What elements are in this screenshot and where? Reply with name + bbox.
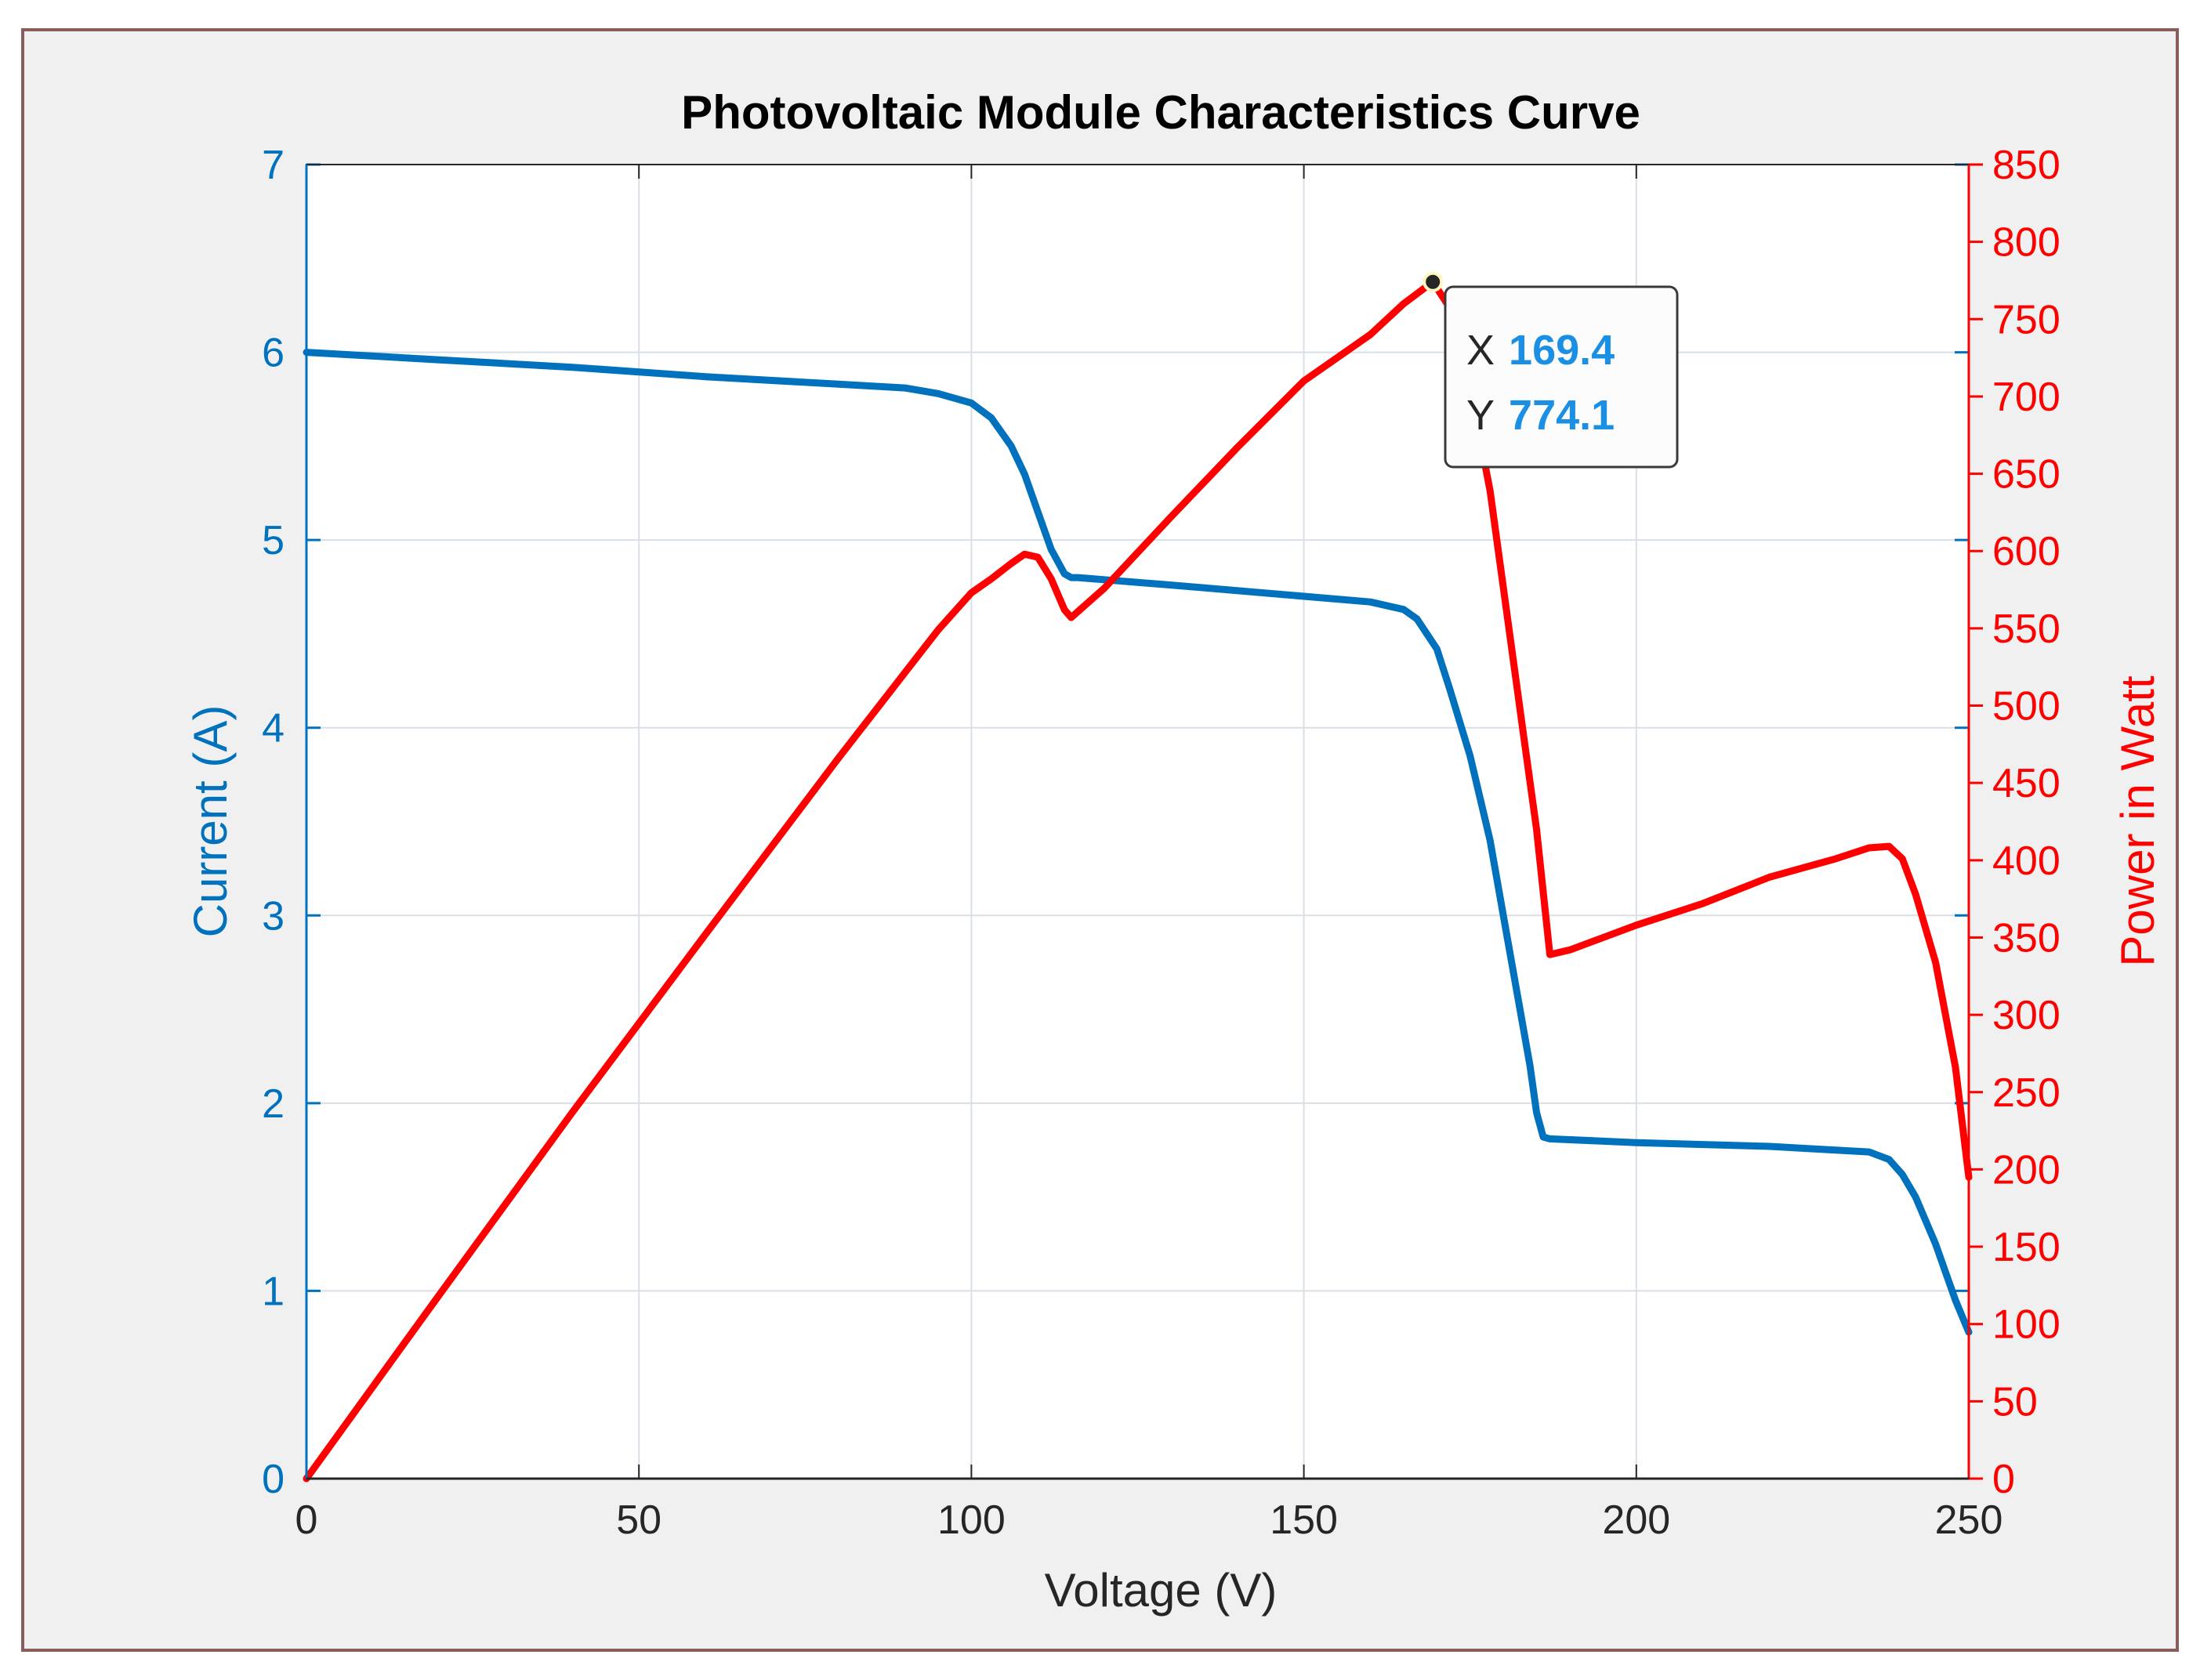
right-y-tick-label: 850 [1992, 143, 2060, 188]
left-y-tick-label: 2 [262, 1081, 285, 1127]
right-y-tick-label: 800 [1992, 220, 2060, 266]
right-y-tick-label: 150 [1992, 1225, 2060, 1270]
right-y-tick-label: 550 [1992, 606, 2060, 652]
series-line-power [303, 278, 1973, 1483]
datatip-marker[interactable] [1423, 271, 1444, 292]
left-y-axis-title: Current (A) [184, 705, 237, 938]
series-line-current [303, 349, 1973, 1336]
right-y-tick-label: 250 [1992, 1070, 2060, 1116]
x-tick-label: 50 [616, 1497, 661, 1543]
datatip-x-label: X [1466, 327, 1495, 374]
right-y-tick-label: 750 [1992, 297, 2060, 342]
chart: 0 50 100 150 200 2500123456705010015020025030… [184, 86, 2164, 1617]
left-y-tick-label: 4 [262, 706, 285, 751]
right-y-tick-label: 200 [1992, 1147, 2060, 1193]
left-y-tick-label: 6 [262, 331, 285, 376]
left-y-tick-label: 5 [262, 518, 285, 563]
plot-lines [303, 278, 1973, 1483]
right-y-tick-label: 350 [1992, 915, 2060, 961]
right-y-tick-label: 400 [1992, 838, 2060, 884]
datatip-y-value: 774.1 [1509, 392, 1615, 439]
datatip-x-row: X 169.4 [1466, 327, 1615, 374]
x-axis-title: Voltage (V) [1045, 1564, 1278, 1617]
datatip-box [1444, 285, 1679, 469]
x-tick-label: 100 [937, 1497, 1006, 1543]
figure-window: 0 50 100 150 200 250 0 1 2 3 4 5 6 7 0 50 100 150 200 250 30… [21, 28, 2179, 1652]
right-y-axis-title: Power in Watt [2111, 675, 2164, 967]
right-y-tick-label: 450 [1992, 761, 2060, 806]
right-y-tick-label: 700 [1992, 375, 2060, 420]
right-y-tick-label: 500 [1992, 684, 2060, 730]
right-y-tick-label: 100 [1992, 1302, 2060, 1348]
right-y-tick-label: 300 [1992, 993, 2060, 1038]
right-y-tick-label: 0 [1992, 1457, 2015, 1502]
x-tick-label: 150 [1270, 1497, 1338, 1543]
datatip-y-row: Y 774.1 [1466, 392, 1615, 439]
right-y-tick-label: 50 [1992, 1379, 2038, 1425]
x-tick-label: 250 [1935, 1497, 2003, 1543]
left-y-tick-label: 1 [262, 1269, 285, 1314]
tick-labels: 0 50 100 150 200 2500123456705010015020025030… [262, 143, 2060, 1543]
x-tick-label: 0 [295, 1497, 318, 1543]
right-y-tick-label: 600 [1992, 529, 2060, 574]
left-y-tick-label: 0 [262, 1457, 285, 1502]
chart-title: Photovoltaic Module Characteristics Curv… [681, 86, 1640, 139]
x-tick-label: 200 [1602, 1497, 1670, 1543]
datatip-x-value: 169.4 [1509, 327, 1615, 374]
datatip[interactable]: X 169.4 Y 774.1 [1423, 271, 1679, 469]
left-y-tick-label: 7 [262, 143, 285, 188]
datatip-y-label: Y [1466, 392, 1495, 439]
left-y-tick-label: 3 [262, 893, 285, 939]
right-y-tick-label: 650 [1992, 452, 2060, 498]
axes-background [306, 165, 1969, 1479]
